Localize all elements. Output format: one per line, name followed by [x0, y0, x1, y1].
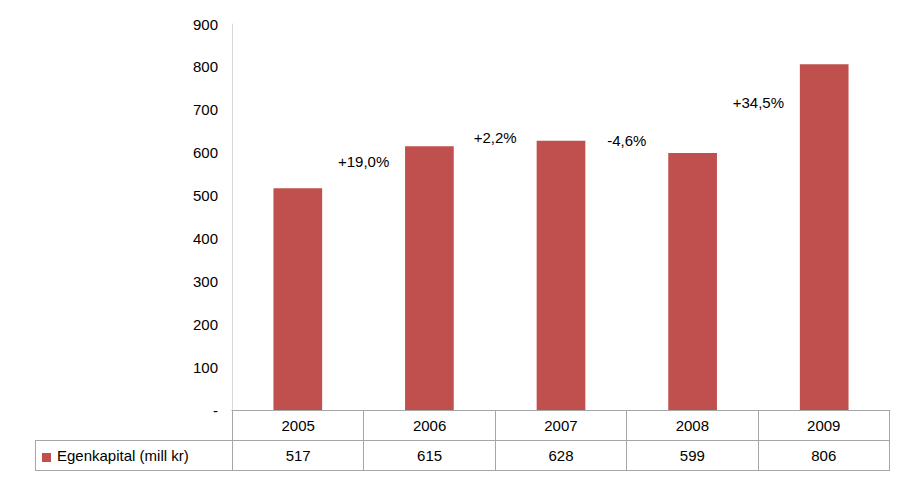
svg-text:+2,2%: +2,2% [474, 129, 517, 146]
svg-text:800: 800 [193, 58, 218, 75]
svg-text:900: 900 [193, 16, 218, 33]
html-text:2006: 2006 [412, 417, 447, 434]
svg-text:200: 200 [193, 316, 218, 333]
html-text:Egenkapital (mill kr): Egenkapital (mill kr) [57, 447, 189, 464]
svg-text:-4,6%: -4,6% [607, 132, 646, 149]
svg-text:100: 100 [193, 359, 218, 376]
svg-text:500: 500 [193, 187, 218, 204]
svg-text:+34,5%: +34,5% [733, 94, 784, 111]
svg-text:700: 700 [193, 101, 218, 118]
html-text:2007: 2007 [544, 417, 578, 434]
html-text:2009: 2009 [807, 417, 841, 434]
html-text:517: 517 [285, 447, 311, 464]
html-text:628: 628 [548, 447, 574, 464]
html-text:806: 806 [811, 447, 837, 464]
svg-text:400: 400 [193, 230, 218, 247]
svg-text:+19,0%: +19,0% [338, 153, 389, 170]
html-text:615: 615 [417, 447, 443, 464]
svg-text:600: 600 [193, 144, 218, 161]
html-text:2005: 2005 [281, 417, 315, 434]
svg-text:300: 300 [193, 273, 218, 290]
html-text:599: 599 [679, 447, 705, 464]
html-text:2008: 2008 [675, 417, 709, 434]
